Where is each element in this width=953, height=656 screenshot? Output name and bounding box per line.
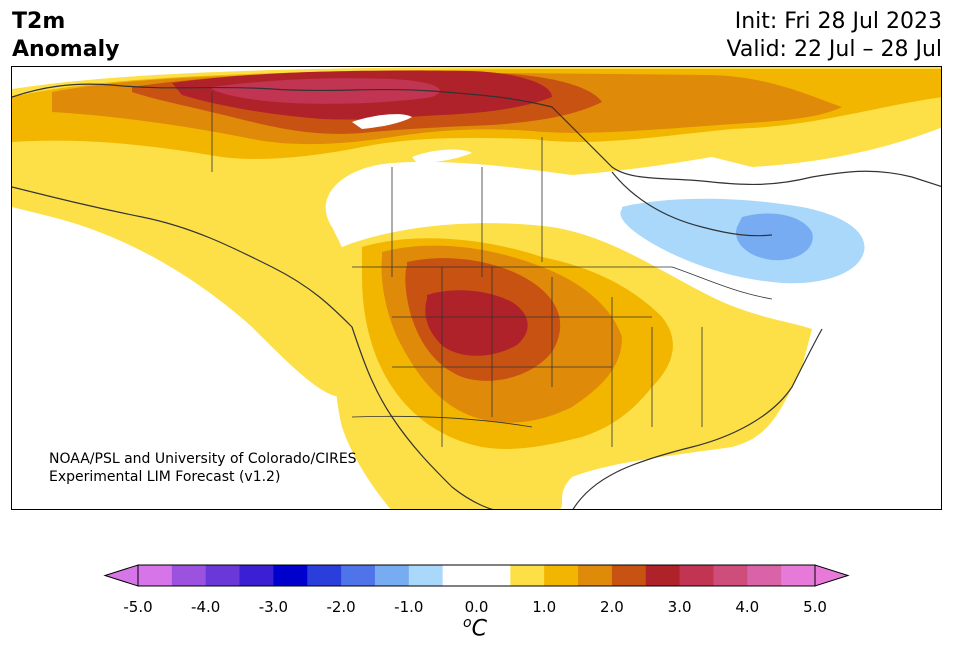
forecast-dates: Init: Fri 28 Jul 2023 Valid: 22 Jul – 28… — [727, 8, 942, 64]
colorbar-tick-label: 4.0 — [735, 598, 760, 616]
colorbar-over-arrow — [814, 564, 850, 587]
colorbar-swatch — [442, 565, 477, 586]
degree-mark: o — [463, 615, 472, 631]
colorbar-tick-label: -5.0 — [123, 598, 153, 616]
colorbar-swatch — [544, 565, 579, 586]
colorbar-swatch — [138, 565, 173, 586]
colorbar-swatch — [171, 565, 207, 586]
colorbar-swatch — [408, 565, 444, 586]
colorbar-under-arrow — [103, 564, 139, 587]
forecast-credit: NOAA/PSL and University of Colorado/CIRE… — [49, 450, 357, 486]
colorbar-tick-label: -1.0 — [394, 598, 424, 616]
colorbar-swatch — [273, 565, 308, 586]
init-date: Init: Fri 28 Jul 2023 — [734, 9, 942, 34]
colorbar-swatch — [239, 565, 274, 586]
credit-line-1: NOAA/PSL and University of Colorado/CIRE… — [49, 451, 357, 467]
colorbar-swatch — [341, 565, 376, 586]
anomaly-neg2c-east — [736, 213, 813, 261]
map-title: T2m Anomaly — [12, 8, 119, 64]
colorbar-unit: oC — [463, 615, 487, 641]
valid-range: Valid: 22 Jul – 28 Jul — [726, 37, 942, 62]
colorbar-tick-label: -3.0 — [258, 598, 289, 616]
colorbar-swatch — [578, 565, 613, 586]
colorbar-swatch — [645, 565, 681, 586]
title-variable: T2m — [12, 9, 66, 34]
unit-letter: C — [471, 616, 487, 642]
colorbar-tick-label: 5.0 — [803, 598, 827, 616]
colorbar-swatch — [747, 565, 782, 586]
colorbar-frame — [137, 564, 816, 587]
colorbar-tick-label: -2.0 — [326, 598, 356, 616]
colorbar-swatch — [679, 565, 714, 586]
political-borders — [211, 92, 773, 447]
colorbar-swatch — [781, 565, 816, 586]
lake-great-bear — [352, 114, 412, 129]
lake-great-slave — [412, 149, 472, 163]
coastlines — [12, 83, 941, 509]
anomaly-map — [11, 66, 942, 510]
colorbar-tick-label: 0.0 — [464, 598, 489, 616]
anomaly-6c-north — [212, 78, 440, 104]
colorbar-swatch — [611, 565, 647, 586]
colorbar-tick-label: -4.0 — [191, 598, 221, 616]
colorbar-tick-label: 1.0 — [532, 598, 557, 616]
colorbar-swatch — [476, 565, 511, 586]
colorbar-swatch — [713, 565, 748, 586]
title-field: Anomaly — [12, 37, 120, 62]
credit-line-2: Experimental LIM Forecast (v1.2) — [49, 469, 281, 485]
map-canvas — [12, 67, 941, 509]
colorbar-tick-label: 2.0 — [599, 598, 624, 616]
colorbar-swatch — [205, 565, 241, 586]
colorbar-swatch — [307, 565, 342, 586]
colorbar-tick-label: 3.0 — [667, 598, 692, 616]
anomaly-5c-west — [425, 290, 528, 356]
colorbar-swatch — [374, 565, 410, 586]
colorbar — [103, 564, 850, 587]
colorbar-swatch — [510, 565, 545, 586]
